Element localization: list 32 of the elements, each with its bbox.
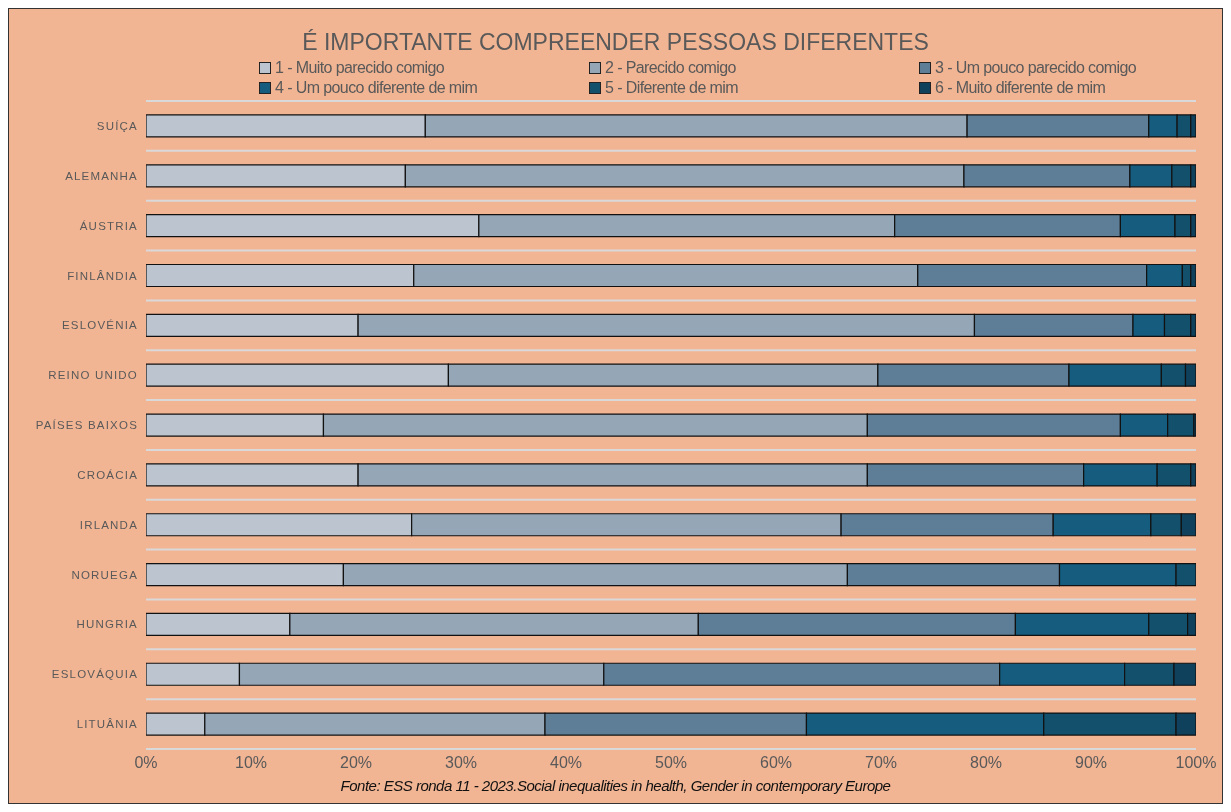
y-tick-label: FINLÂNDIA — [67, 269, 138, 282]
x-tick-label: 0% — [134, 754, 158, 772]
x-tick-label: 100% — [1175, 754, 1217, 772]
legend-label: 4 - Um pouco diferente de mim — [275, 79, 478, 97]
legend-label: 3 - Um pouco parecido comigo — [935, 59, 1137, 77]
x-tick-label: 30% — [444, 754, 478, 772]
y-tick-label: ESLOVÉNIA — [62, 319, 138, 332]
x-tick-label: 70% — [864, 754, 898, 772]
x-tick-label: 40% — [549, 754, 583, 772]
y-tick-label: IRLANDA — [79, 518, 138, 531]
y-tick-label: NORUEGA — [71, 568, 138, 581]
chart-title: É IMPORTANTE COMPREENDER PESSOAS DIFERENTES — [301, 29, 930, 56]
y-tick-label: REINO UNIDO — [48, 369, 138, 382]
y-tick-label: ESLOVÁQUIA — [51, 668, 138, 681]
y-tick-label: ALEMANHA — [65, 169, 138, 182]
legend-label: 2 - Parecido comigo — [605, 59, 736, 77]
y-tick-label: SUÍÇA — [96, 120, 138, 133]
x-tick-label: 10% — [234, 754, 268, 772]
source-note: Fonte: ESS ronda 11 - 2023.Social inequalities in health, Gender in contemporary Europe — [339, 777, 892, 794]
y-tick-label: PAÍSES BAIXOS — [35, 419, 138, 432]
x-tick-label: 60% — [759, 754, 793, 772]
x-tick-label: 80% — [969, 754, 1003, 772]
y-tick-label: CROÁCIA — [77, 468, 138, 481]
legend-label: 5 - Diferente de mim — [605, 79, 738, 97]
legend-label: 1 - Muito parecido comigo — [275, 59, 445, 77]
y-tick-label: ÁUSTRIA — [79, 219, 138, 232]
x-tick-label: 90% — [1074, 754, 1108, 772]
x-tick-label: 50% — [654, 754, 688, 772]
legend-label: 6 - Muito diferente de mim — [935, 79, 1106, 97]
y-tick-label: HUNGRIA — [76, 618, 138, 631]
x-tick-label: 20% — [339, 754, 373, 772]
y-tick-label: LITUÂNIA — [76, 718, 138, 731]
